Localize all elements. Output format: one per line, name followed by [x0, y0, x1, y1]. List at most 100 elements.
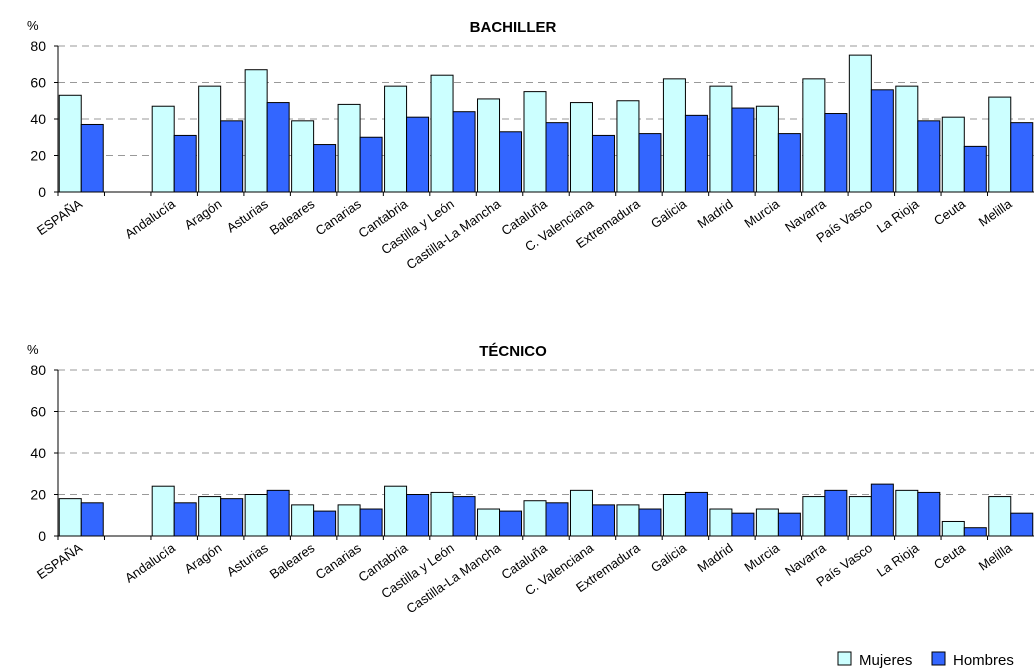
x-category-label: ESPAÑA [34, 196, 85, 238]
bar-mujeres-cataluna [523, 500, 547, 537]
bar-mujeres-la-rioja [895, 85, 919, 193]
bar-mujeres-melilla [988, 96, 1012, 193]
bar-hombres-la-rioja [917, 491, 941, 537]
bar-mujeres-galicia [662, 494, 686, 537]
x-category-label: Murcia [742, 196, 783, 231]
bar-hombres-cantabria [406, 116, 430, 193]
bar-mujeres-castilla-la-mancha [477, 508, 501, 537]
legend-swatch-hombres [931, 651, 946, 666]
bar-hombres-castilla-y-leon [452, 111, 476, 193]
bar-mujeres-madrid [709, 85, 733, 193]
bar-hombres-madrid [731, 512, 755, 537]
bar-hombres-canarias [359, 136, 383, 193]
y-tick-label: 0 [38, 528, 46, 544]
bar-hombres-ceuta [963, 527, 987, 537]
bar-hombres-galicia [684, 491, 708, 537]
bar-hombres-castilla-la-mancha [499, 510, 523, 537]
bar-hombres-canarias [359, 508, 383, 537]
x-category-label: Baleares [267, 540, 318, 582]
y-tick-label: 20 [30, 487, 46, 503]
x-category-label: Asturias [224, 540, 271, 580]
bar-mujeres-extremadura [616, 100, 640, 193]
bar-hombres-baleares [313, 510, 337, 537]
bar-hombres-asturias [266, 489, 290, 537]
bar-mujeres-canarias [337, 504, 361, 537]
bar-mujeres-espana [58, 498, 82, 537]
bar-hombres-cataluna [545, 122, 569, 193]
chart-title: TÉCNICO [479, 343, 547, 360]
bar-hombres-la-rioja [917, 120, 941, 193]
bar-mujeres-melilla [988, 496, 1012, 537]
bar-mujeres-ceuta [941, 116, 965, 193]
y-tick-label: 0 [38, 184, 46, 200]
x-category-label: Ceuta [931, 196, 969, 229]
x-category-label: ESPAÑA [34, 540, 85, 582]
bar-hombres-cataluna [545, 502, 569, 537]
bar-hombres-navarra [824, 113, 848, 193]
bar-mujeres-ceuta [941, 520, 965, 537]
bar-hombres-espana [80, 502, 104, 537]
y-tick-label: 60 [30, 404, 46, 420]
legend-label-mujeres: Mujeres [859, 652, 912, 669]
bar-mujeres-asturias [244, 69, 268, 193]
x-category-label: Aragón [181, 540, 224, 576]
bar-hombres-pais-vasco [870, 89, 894, 193]
x-category-label: Ceuta [931, 540, 969, 573]
bar-hombres-baleares [313, 144, 337, 193]
bar-hombres-andalucia [173, 502, 197, 537]
bar-hombres-madrid [731, 107, 755, 193]
bar-hombres-melilla [1010, 512, 1034, 537]
x-category-label: Andalucía [122, 196, 179, 242]
x-category-label: Canarias [313, 196, 365, 238]
bar-mujeres-baleares [291, 504, 315, 537]
bar-mujeres-pais-vasco [848, 496, 872, 537]
x-category-label: La Rioja [874, 540, 922, 580]
bar-hombres-castilla-la-mancha [499, 131, 523, 193]
bar-mujeres-castilla-la-mancha [477, 98, 501, 193]
x-category-label: Galicia [648, 196, 690, 232]
bar-hombres-murcia [777, 133, 801, 193]
bar-mujeres-baleares [291, 120, 315, 193]
x-category-label: Canarias [313, 540, 365, 582]
bar-hombres-andalucia [173, 134, 197, 193]
x-category-label: Baleares [267, 196, 318, 238]
bar-mujeres-murcia [755, 508, 779, 537]
x-category-label: Murcia [742, 540, 783, 575]
chart-panel-tecnico: TÉCNICO% 0 20 40 60 80 ESPAÑA Andalucía Aragón As… [27, 342, 1034, 616]
bar-hombres-extremadura [638, 508, 662, 537]
bar-hombres-melilla [1010, 122, 1034, 193]
y-axis-unit-label: % [27, 18, 39, 33]
bar-hombres-cantabria [406, 494, 430, 537]
x-category-label: La Rioja [874, 196, 922, 236]
bar-hombres-aragon [220, 498, 244, 537]
x-category-label: Melilla [976, 540, 1015, 574]
bar-hombres-c-valenciana [591, 504, 615, 537]
bar-mujeres-c-valenciana [569, 489, 593, 537]
x-category-label: Galicia [648, 540, 690, 576]
bar-mujeres-castilla-y-leon [430, 491, 454, 537]
bar-mujeres-pais-vasco [848, 54, 872, 193]
bar-mujeres-extremadura [616, 504, 640, 537]
bar-hombres-navarra [824, 489, 848, 537]
bar-mujeres-cataluna [523, 91, 547, 193]
x-category-label: Melilla [976, 196, 1015, 230]
bar-hombres-ceuta [963, 145, 987, 193]
x-category-label: Madrid [694, 540, 735, 575]
x-category-label: Andalucía [122, 540, 179, 586]
legend-swatch-mujeres [837, 651, 852, 666]
bar-mujeres-madrid [709, 508, 733, 537]
bar-mujeres-navarra [802, 78, 826, 193]
chart-panel-bachiller: BACHILLER% 0 20 40 60 80 ESPAÑA Andalucía Aragón… [27, 18, 1034, 272]
bar-mujeres-galicia [662, 78, 686, 193]
bar-mujeres-castilla-y-leon [430, 74, 454, 193]
y-tick-label: 80 [30, 362, 46, 378]
bar-hombres-espana [80, 123, 104, 193]
bar-mujeres-navarra [802, 496, 826, 537]
bar-mujeres-la-rioja [895, 489, 919, 537]
bar-hombres-galicia [684, 114, 708, 193]
bar-mujeres-aragon [198, 496, 222, 537]
y-tick-label: 20 [30, 148, 46, 164]
bar-mujeres-c-valenciana [569, 102, 593, 193]
bar-mujeres-cantabria [384, 85, 408, 193]
